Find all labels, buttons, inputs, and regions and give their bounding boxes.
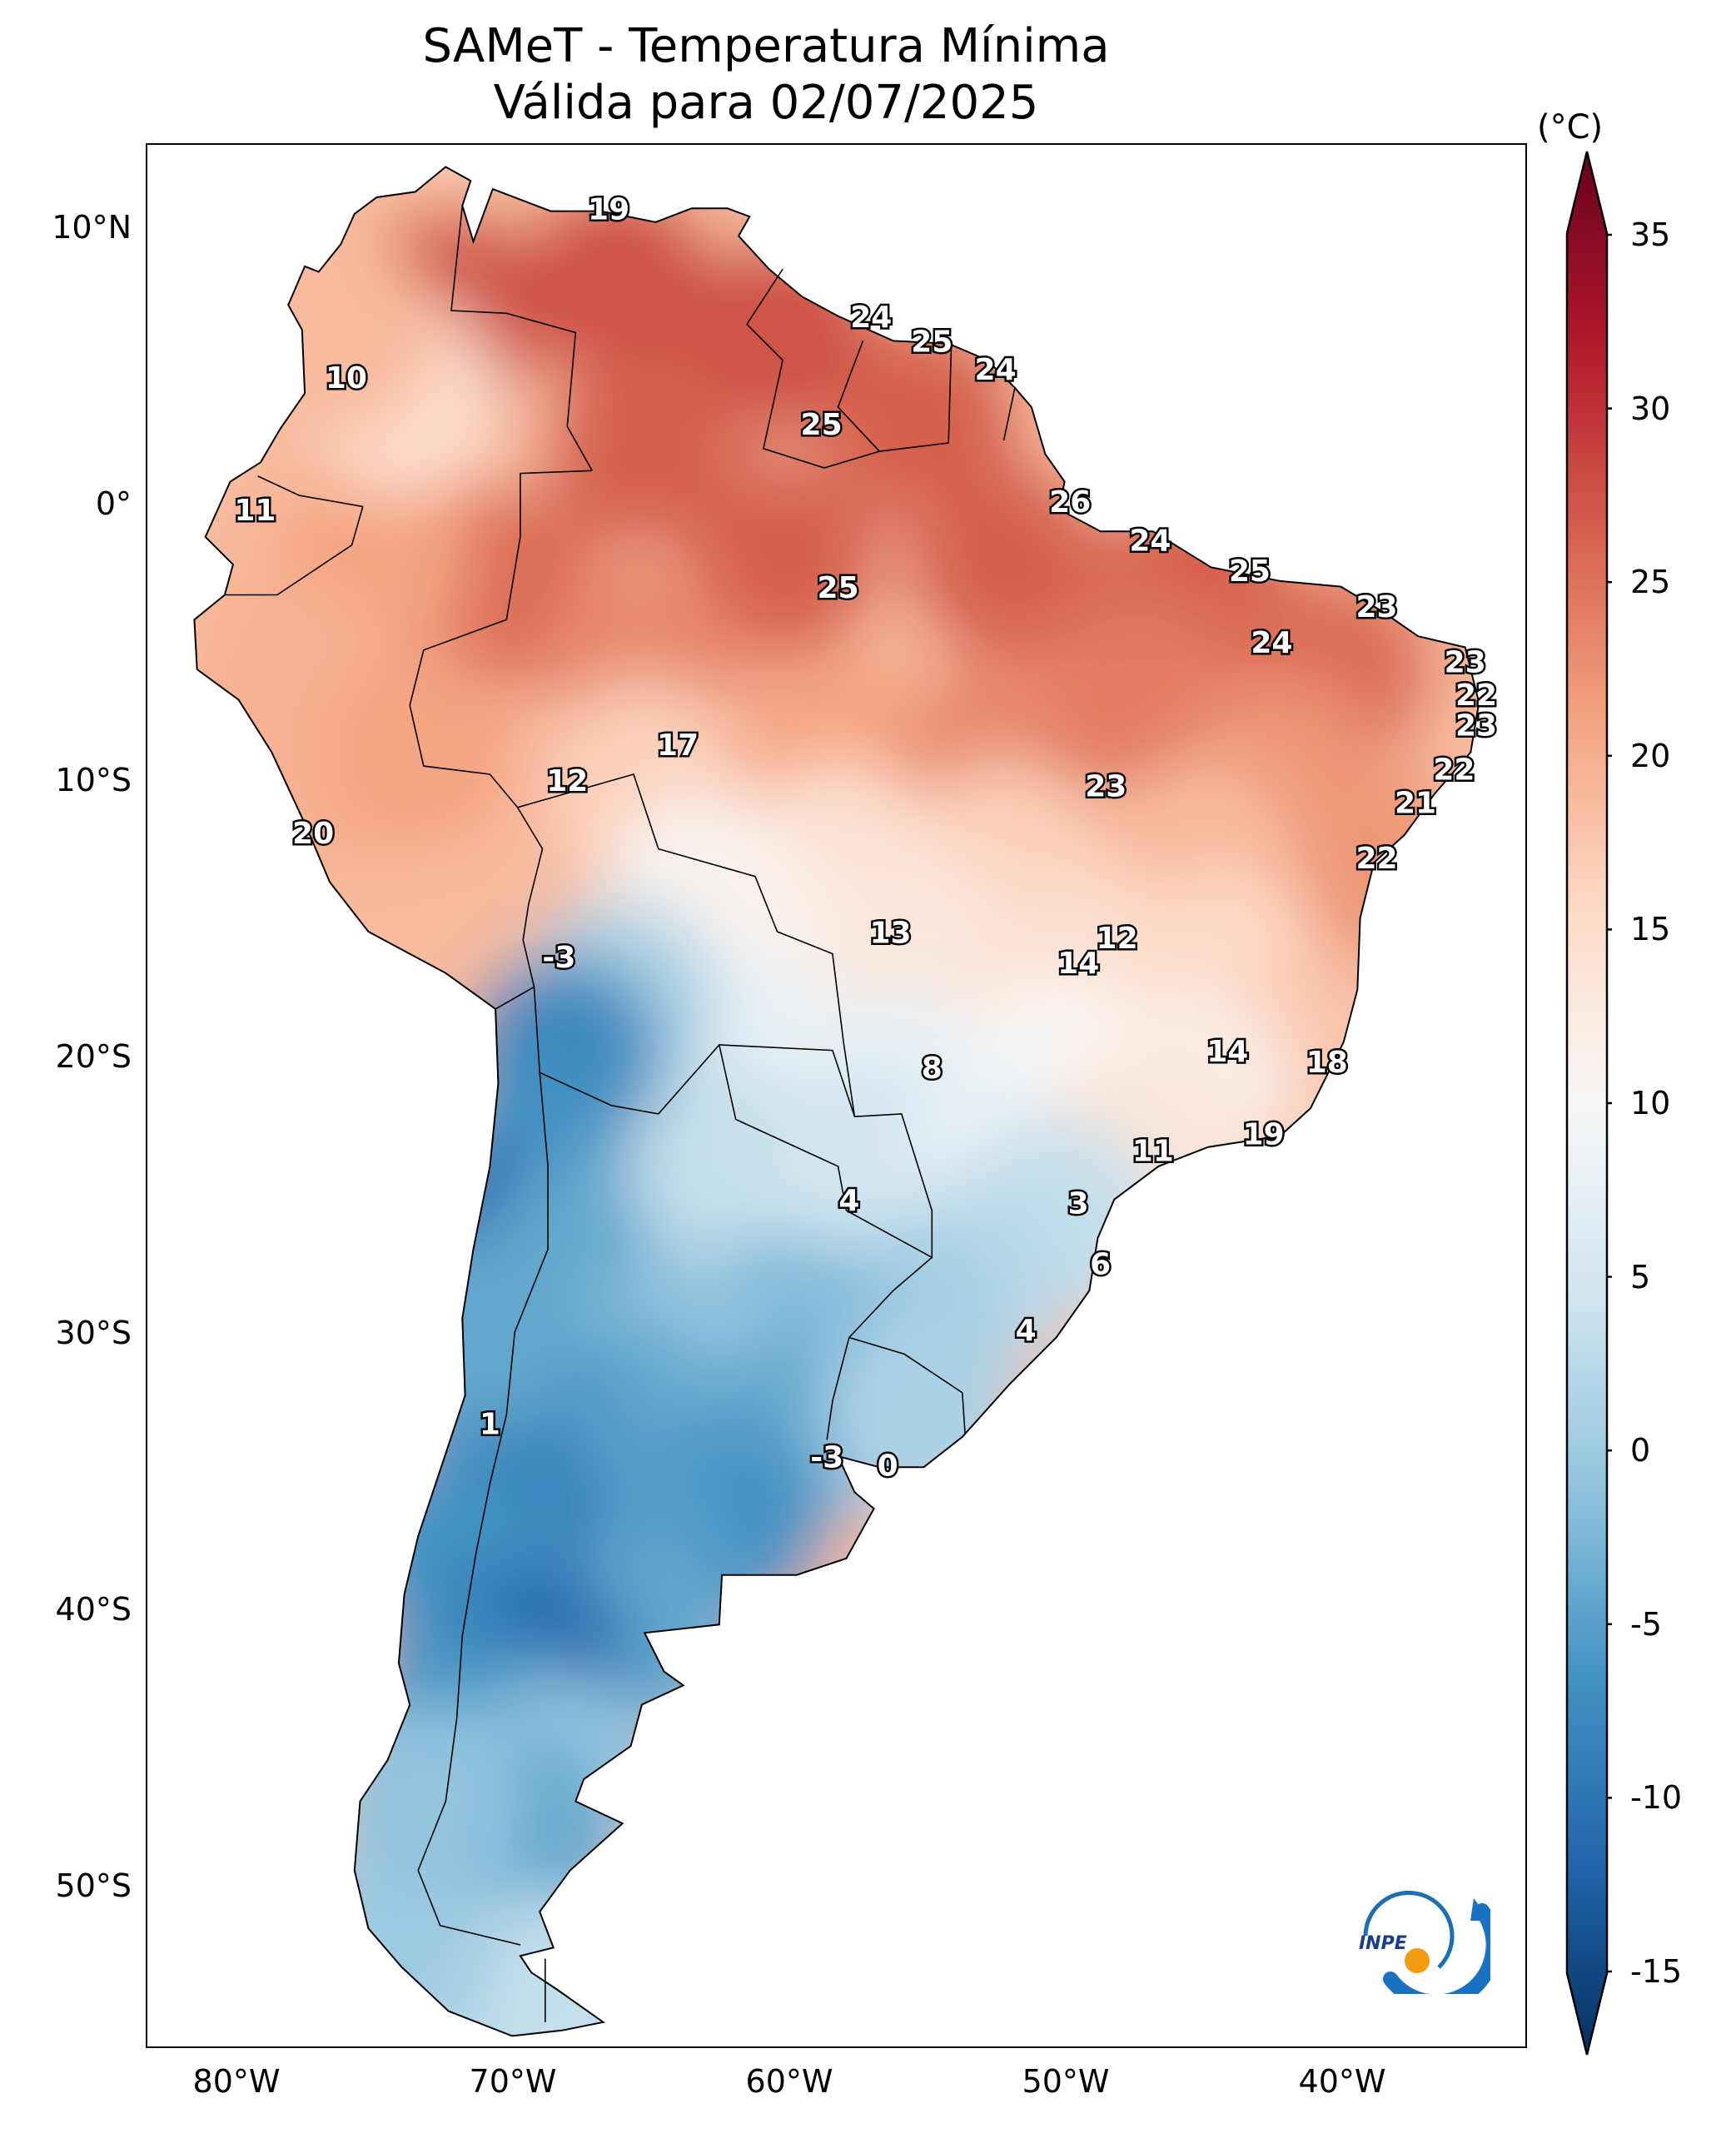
lon-label: 80°W — [192, 2063, 281, 2100]
coastline — [193, 166, 1480, 2037]
lat-label: 50°S — [55, 1867, 132, 1904]
colorbar-tick-label: -15 — [1630, 1953, 1683, 1990]
station-value: -3 — [810, 1440, 843, 1474]
colorbar-tick-label: 20 — [1630, 737, 1671, 774]
colorbar-tick-label: 35 — [1630, 216, 1671, 253]
station-value: 23 — [1085, 770, 1127, 804]
field-cell — [323, 1701, 524, 1902]
station-value: 0 — [878, 1449, 898, 1483]
station-value: 10 — [326, 361, 367, 395]
station-value: 4 — [838, 1184, 859, 1218]
station-value: 22 — [1433, 753, 1475, 788]
station-value: 11 — [1132, 1134, 1174, 1168]
station-value: 13 — [869, 916, 911, 950]
station-value: 24 — [850, 301, 892, 335]
station-value: 24 — [975, 353, 1017, 387]
station-value: -3 — [542, 941, 575, 975]
lat-label: 10°N — [52, 209, 132, 246]
country-border — [495, 1008, 500, 1084]
colorbar-tick-label: 0 — [1630, 1432, 1651, 1469]
lat-label: 40°S — [55, 1591, 132, 1628]
lon-label: 70°W — [469, 2063, 557, 2100]
country-borders — [224, 205, 1016, 2022]
colorbar-tick-label: 25 — [1630, 564, 1671, 601]
field-cell — [903, 459, 1104, 659]
station-value: 23 — [1455, 709, 1497, 743]
country-border — [848, 1336, 966, 1435]
country-border — [505, 470, 593, 620]
station-value: 23 — [1445, 645, 1486, 679]
station-value: 24 — [1251, 626, 1292, 660]
station-value: 3 — [1068, 1186, 1089, 1221]
colorbar-unit: (°C) — [1537, 108, 1604, 147]
country-border — [450, 205, 593, 471]
lat-label: 20°S — [55, 1038, 132, 1075]
station-value: 26 — [1049, 485, 1091, 520]
lon-label: 50°W — [1022, 2063, 1110, 2100]
country-border — [409, 619, 544, 1010]
station-value: 24 — [1129, 525, 1171, 559]
station-value: 25 — [817, 571, 858, 605]
lon-label: 60°W — [745, 2063, 833, 2100]
map-area: 19 24 25 24 10 25 26 11 24 25 25 23 24 23 22 23 17 22 12 23… — [146, 143, 1527, 2048]
colorbar — [1565, 151, 1612, 2056]
country-border — [417, 1072, 549, 1946]
field-cell — [379, 1231, 579, 1432]
station-value: 20 — [292, 817, 334, 851]
lat-label: 10°S — [55, 762, 132, 798]
station-value: 19 — [1242, 1117, 1284, 1151]
map-title: SAMeT - Temperatura Mínima — [422, 19, 1110, 73]
station-value: 22 — [1355, 842, 1397, 876]
lat-label: 0° — [95, 485, 132, 522]
station-value: 1 — [480, 1408, 500, 1442]
country-border — [224, 506, 364, 596]
colorbar-tick-label: -10 — [1630, 1779, 1683, 1817]
colorbar-tick-label: -5 — [1630, 1605, 1662, 1643]
station-value: 12 — [546, 764, 588, 798]
station-value: 22 — [1455, 679, 1497, 713]
station-value: 18 — [1306, 1046, 1348, 1080]
field-cell — [323, 652, 524, 853]
colorbar-body — [1565, 151, 1609, 2056]
country-border — [517, 773, 856, 1117]
station-value: 6 — [1090, 1247, 1111, 1281]
station-value: 14 — [1057, 947, 1099, 981]
country-border — [257, 475, 363, 508]
station-value: 25 — [1229, 554, 1271, 589]
station-value: 19 — [588, 193, 629, 227]
inpe-logo — [1363, 1890, 1490, 1994]
colorbar-tick-label: 30 — [1630, 390, 1671, 427]
field-cell — [517, 182, 718, 383]
station-value: 23 — [1355, 590, 1397, 624]
station-value: 4 — [1016, 1314, 1037, 1348]
country-border — [719, 1044, 933, 1259]
station-value: 25 — [801, 408, 843, 442]
field-cell — [683, 459, 883, 659]
country-border — [1002, 387, 1016, 440]
country-border — [745, 268, 880, 469]
station-value: 12 — [1097, 922, 1138, 956]
logo-text: INPE — [1359, 1933, 1407, 1954]
field-cell — [545, 348, 745, 549]
country-border — [837, 341, 953, 452]
station-value: 21 — [1395, 787, 1436, 821]
station-value: 25 — [911, 326, 953, 360]
field-cell — [241, 238, 441, 439]
station-value: 17 — [657, 728, 699, 763]
station-value: 14 — [1206, 1035, 1248, 1069]
colorbar-tick-label: 5 — [1630, 1258, 1651, 1295]
lat-label: 30°S — [55, 1315, 132, 1351]
field-cell — [627, 1066, 828, 1266]
station-value: 8 — [922, 1052, 943, 1086]
station-value: 11 — [234, 494, 276, 528]
colorbar-tick-label: 10 — [1630, 1085, 1671, 1121]
map-subtitle: Válida para 02/07/2025 — [493, 76, 1039, 130]
lon-label: 40°W — [1298, 2063, 1386, 2100]
colorbar-tick-label: 15 — [1630, 911, 1671, 948]
